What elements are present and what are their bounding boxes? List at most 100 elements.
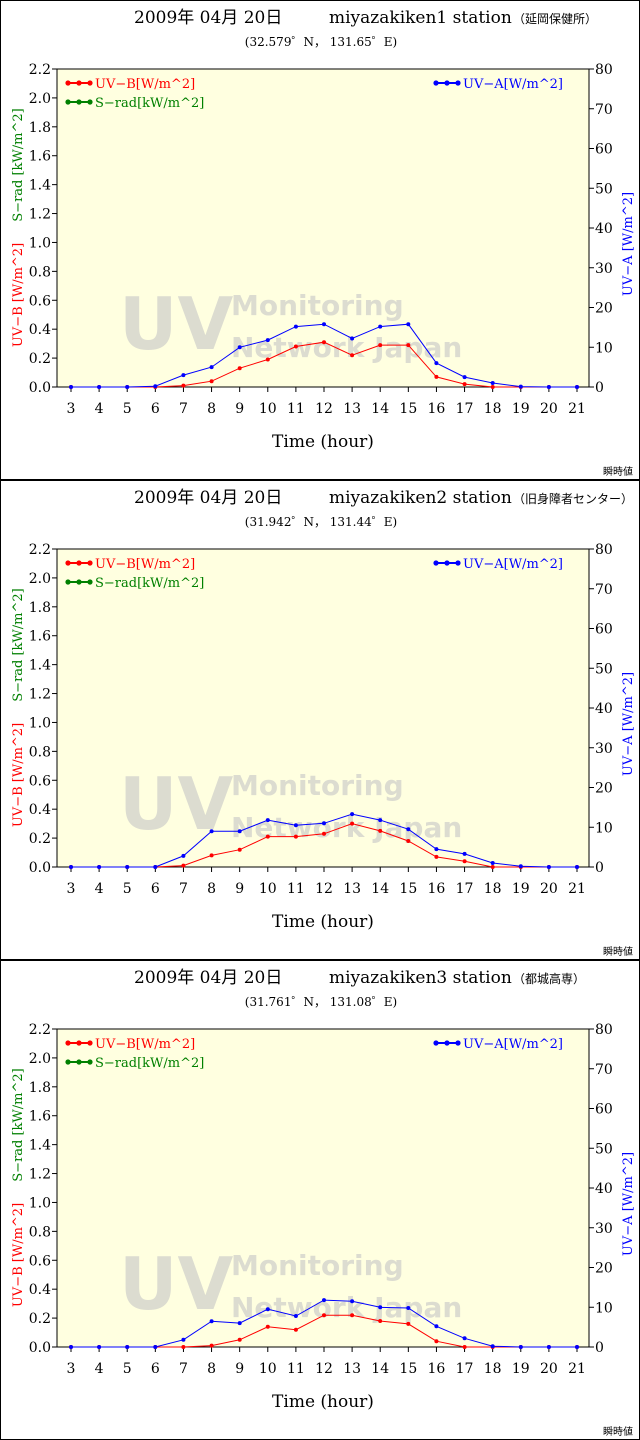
x-tick-label: 11 — [287, 1361, 305, 1377]
legend-marker-uva — [433, 1040, 439, 1046]
left-tick-label: 1.2 — [29, 1167, 51, 1183]
data-point-uva — [350, 1299, 355, 1304]
x-tick-label: 15 — [399, 881, 417, 897]
legend-marker — [65, 80, 71, 86]
data-point-uva — [153, 865, 158, 869]
left-tick-label: 1.4 — [29, 178, 51, 194]
right-tick-label: 60 — [595, 142, 613, 158]
left-tick-label: 2.2 — [29, 62, 51, 78]
data-point-uvb — [237, 847, 242, 852]
data-point-uva — [546, 385, 551, 389]
data-point-uvb — [462, 859, 467, 864]
watermark-line-2: Network Japan — [231, 1291, 462, 1324]
data-point-uva — [575, 865, 579, 869]
data-point-uva — [490, 381, 495, 385]
data-point-uvb — [237, 1337, 242, 1342]
x-tick-label: 14 — [371, 1361, 389, 1377]
watermark-line-2: Network Japan — [231, 811, 462, 844]
legend-marker — [87, 1059, 93, 1065]
data-point-uva — [265, 1307, 270, 1312]
legend-marker — [87, 1040, 93, 1046]
legend-marker-uva — [444, 560, 450, 566]
data-point-uva — [69, 865, 73, 869]
y-axis-left-label-srad: S−rad [kW/m^2] — [11, 108, 26, 221]
data-point-uva — [293, 823, 298, 828]
watermark-uv: UV — [119, 762, 233, 846]
instantaneous-value-note: 瞬時値 — [603, 1425, 633, 1438]
plot-area — [56, 68, 590, 388]
data-point-uva — [350, 336, 355, 341]
instantaneous-value-note: 瞬時値 — [603, 945, 633, 958]
left-tick-label: 0.0 — [29, 1340, 51, 1356]
x-tick-label: 14 — [371, 881, 389, 897]
x-tick-label: 12 — [315, 1361, 333, 1377]
x-tick-label: 18 — [484, 881, 502, 897]
right-tick-label: 20 — [595, 1261, 613, 1277]
right-tick-label: 50 — [595, 181, 613, 197]
x-tick-label: 18 — [484, 401, 502, 417]
x-tick-label: 20 — [540, 401, 558, 417]
instantaneous-value-note: 瞬時値 — [603, 465, 633, 478]
legend-marker — [65, 579, 71, 585]
data-point-uva — [125, 865, 130, 869]
data-point-uva — [293, 324, 298, 329]
legend-marker-uva — [444, 80, 450, 86]
x-tick-label: 9 — [235, 401, 244, 417]
station-coordinates: (31.761゜N， 131.08゜E) — [245, 995, 397, 1009]
left-tick-label: 0.2 — [29, 1311, 51, 1327]
x-tick-label: 6 — [151, 401, 160, 417]
data-point-uva — [518, 864, 523, 869]
x-tick-label: 7 — [179, 1361, 188, 1377]
left-tick-label: 1.6 — [29, 1109, 51, 1125]
left-tick-label: 0.2 — [29, 351, 51, 367]
data-point-uvb — [378, 828, 383, 833]
data-point-uvb — [322, 1313, 326, 1318]
x-tick-label: 19 — [512, 881, 530, 897]
data-point-uvb — [181, 383, 186, 388]
right-tick-label: 60 — [595, 1102, 613, 1118]
y-axis-left-label-uvb: UV−B [W/m^2] — [11, 1203, 26, 1307]
right-tick-label: 50 — [595, 1141, 613, 1157]
data-point-uva — [575, 385, 579, 389]
x-tick-label: 21 — [568, 401, 586, 417]
data-point-uvb — [378, 1319, 383, 1323]
right-tick-label: 60 — [595, 622, 613, 638]
legend-marker — [65, 1059, 71, 1065]
data-point-uva — [209, 829, 214, 834]
data-point-uva — [406, 322, 411, 327]
data-point-uvb — [434, 374, 439, 379]
x-tick-label: 11 — [287, 401, 305, 417]
left-tick-label: 2.2 — [29, 1022, 51, 1038]
left-tick-label: 1.6 — [29, 629, 51, 645]
data-point-uvb — [293, 1327, 298, 1332]
y-axis-left-label-srad: S−rad [kW/m^2] — [11, 588, 26, 701]
left-tick-label: 0.4 — [29, 322, 51, 338]
data-point-uva — [518, 1345, 523, 1349]
x-tick-label: 17 — [456, 401, 474, 417]
legend-marker-uva — [433, 560, 439, 566]
legend-marker — [65, 560, 71, 566]
data-point-uva — [575, 1345, 579, 1349]
x-tick-label: 8 — [207, 401, 216, 417]
x-tick-label: 3 — [67, 1361, 76, 1377]
x-tick-label: 20 — [540, 881, 558, 897]
y-axis-left-label-srad: S−rad [kW/m^2] — [11, 1068, 26, 1181]
x-tick-label: 19 — [512, 1361, 530, 1377]
left-tick-label: 1.0 — [29, 235, 51, 251]
data-point-uvb — [322, 340, 326, 345]
data-point-uva — [181, 1337, 186, 1342]
left-tick-label: 1.2 — [29, 687, 51, 703]
x-tick-label: 4 — [95, 1361, 104, 1377]
right-tick-label: 30 — [595, 741, 613, 757]
data-point-uva — [434, 361, 439, 366]
legend-marker — [76, 1040, 82, 1046]
x-tick-label: 16 — [428, 1361, 446, 1377]
right-tick-label: 20 — [595, 781, 613, 797]
watermark-line-1: Monitoring — [231, 769, 404, 802]
legend-marker — [87, 99, 93, 105]
legend-marker — [76, 80, 82, 86]
data-point-uva — [69, 1345, 73, 1349]
right-tick-label: 0 — [595, 1340, 604, 1356]
x-tick-label: 16 — [428, 401, 446, 417]
legend-label-left: S−rad[kW/m^2] — [95, 96, 204, 111]
